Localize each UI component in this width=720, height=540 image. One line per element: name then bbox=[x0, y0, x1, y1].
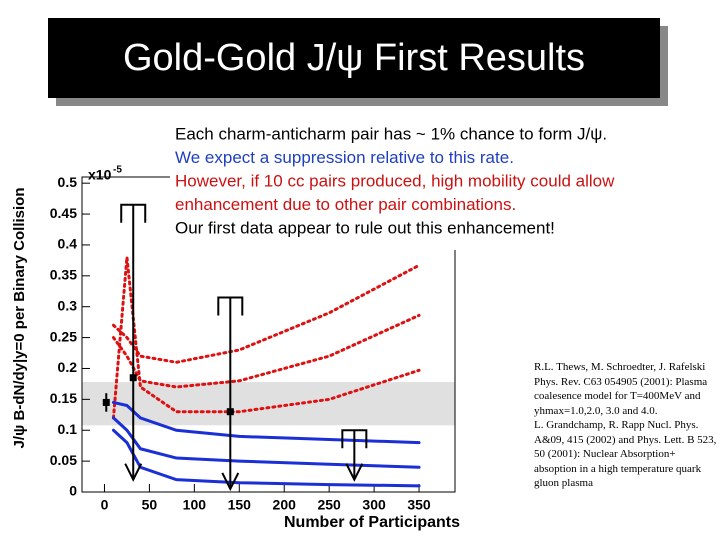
slide-title: Gold-Gold J/ψ First Results bbox=[123, 37, 585, 79]
y-tick-label: 0.1 bbox=[58, 421, 78, 437]
curve bbox=[111, 263, 421, 364]
curve bbox=[111, 400, 421, 445]
x-tick-label: 50 bbox=[142, 497, 158, 513]
bullet-text: enhancement due to other pair combinatio… bbox=[175, 195, 516, 214]
curve bbox=[111, 428, 421, 488]
x-tick-label: 250 bbox=[317, 497, 341, 513]
x-axis-title: Number of Participants bbox=[284, 514, 460, 531]
y-tick-label: 0.45 bbox=[50, 205, 77, 221]
upper-bracket bbox=[120, 203, 147, 223]
curve bbox=[111, 416, 421, 469]
band bbox=[82, 382, 455, 426]
curve bbox=[111, 257, 421, 420]
reference-box: R.L. Thews, M. Schroedter, J. Rafelski P… bbox=[534, 360, 720, 491]
x-tick-label: 100 bbox=[183, 497, 207, 513]
x-tick-label: 150 bbox=[228, 497, 252, 513]
arrow-head bbox=[124, 463, 143, 482]
plot: 0 0.05 0.1 0.15 0.2 0.25 0.3 0.35 0.4 0.45 0.5 0 50 1… bbox=[11, 165, 460, 532]
x-tick-label: 300 bbox=[362, 497, 386, 513]
y-axis-title: J/ψ B-dN/dy|y=0 per Binary Collision bbox=[11, 188, 28, 449]
y-tick-label: 0.4 bbox=[58, 236, 78, 252]
y-tick-label: 0.35 bbox=[50, 267, 77, 283]
y-tick-label: 0.3 bbox=[58, 297, 78, 313]
y-tick-label: 0.15 bbox=[50, 390, 77, 406]
y-tick-label: 0 bbox=[69, 483, 77, 499]
arrow-head bbox=[221, 472, 240, 492]
y-multiplier-exponent: -5 bbox=[113, 165, 122, 176]
x-tick-label: 200 bbox=[273, 497, 297, 513]
reference: R.L. Thews, M. Schroedter, J. Rafelski P… bbox=[534, 361, 708, 417]
y-tick-label: 0.05 bbox=[50, 452, 77, 468]
curve bbox=[111, 313, 421, 389]
data-point bbox=[226, 408, 234, 416]
data-point bbox=[102, 398, 110, 406]
y-tick-label: 0.2 bbox=[58, 359, 78, 375]
reference: L. Grandchamp, R. Rapp Nucl. Phys. A&09,… bbox=[534, 419, 717, 489]
bullet-text: Our first data appear to rule out this e… bbox=[175, 218, 555, 237]
y-tick-label: 0.25 bbox=[50, 328, 77, 344]
upper-bracket bbox=[341, 429, 368, 449]
upper-bracket bbox=[217, 296, 244, 316]
text-background bbox=[170, 118, 710, 250]
x-tick-label: 350 bbox=[407, 497, 431, 513]
y-tick-label: 0.5 bbox=[58, 174, 78, 190]
y-multiplier: x10 bbox=[88, 167, 112, 183]
data-point bbox=[129, 374, 137, 382]
bullet-text: We expect a suppression relative to this… bbox=[175, 148, 514, 167]
title-box bbox=[48, 18, 660, 98]
references: R.L. Thews, M. Schroedter, J. Rafelski P… bbox=[534, 360, 720, 491]
bullets: Each charm-anticharm pair has ~ 1% chanc… bbox=[175, 124, 615, 237]
arrow-head bbox=[345, 463, 364, 482]
bullet-text: However, if 10 cc pairs produced, high m… bbox=[175, 171, 615, 190]
x-tick-label: 0 bbox=[101, 497, 109, 513]
bullet-text: Each charm-anticharm pair has ~ 1% chanc… bbox=[175, 124, 607, 143]
